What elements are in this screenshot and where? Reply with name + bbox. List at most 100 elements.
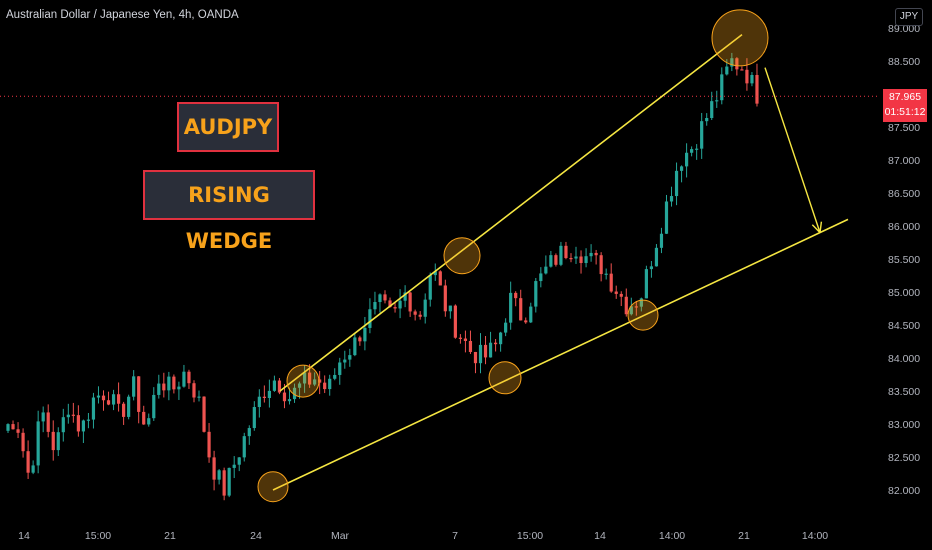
candle: [393, 302, 397, 313]
candle: [142, 405, 146, 425]
candle: [272, 375, 277, 392]
candle: [222, 467, 226, 501]
candle: [242, 432, 246, 462]
candle: [493, 339, 498, 352]
highlight-circle: [257, 471, 289, 503]
candle: [674, 162, 679, 206]
candle: [157, 374, 161, 399]
candle: [31, 460, 35, 475]
candle: [363, 316, 367, 351]
candle: [338, 357, 342, 385]
candle: [252, 401, 256, 431]
candle: [6, 423, 10, 434]
candle: [428, 272, 432, 307]
candle: [187, 369, 191, 389]
candle: [453, 304, 457, 339]
highlight-circle: [711, 9, 769, 67]
candle: [735, 57, 739, 76]
price-tick-label: 83.500: [888, 386, 920, 398]
price-tick-label: 88.500: [888, 56, 920, 68]
candle: [750, 72, 754, 87]
candle: [705, 113, 709, 126]
candle: [167, 371, 171, 401]
candle: [700, 112, 704, 159]
candle: [323, 375, 327, 394]
candle: [448, 305, 452, 319]
candle: [539, 267, 543, 288]
time-axis[interactable]: 14 15:00 21 24 Mar 7 15:00 14 14:00 21 14:00: [18, 530, 828, 542]
candle: [589, 244, 593, 262]
candle: [76, 405, 80, 437]
candle: [629, 297, 633, 316]
candle: [413, 309, 417, 321]
candle: [685, 143, 689, 178]
candle: [318, 370, 322, 395]
candle: [192, 380, 196, 403]
candle: [730, 52, 734, 72]
candle: [514, 291, 518, 307]
time-tick-label: 15:00: [85, 530, 111, 542]
candle: [147, 413, 151, 427]
time-tick-label: 21: [164, 530, 176, 542]
candle: [116, 382, 121, 412]
symbol-label: AUDJPY: [177, 102, 279, 152]
candle: [745, 58, 749, 91]
candle: [554, 253, 558, 267]
candle: [715, 90, 719, 108]
candle: [463, 330, 468, 353]
candle: [217, 469, 221, 485]
candle: [122, 401, 126, 425]
candle: [348, 348, 352, 367]
candle: [297, 381, 302, 399]
candle: [237, 457, 241, 472]
candle: [358, 335, 362, 346]
candle: [669, 186, 674, 207]
time-tick-label: 14:00: [802, 530, 828, 542]
candle: [609, 263, 613, 293]
candle: [695, 144, 699, 160]
candle: [383, 290, 387, 304]
candle: [212, 450, 216, 491]
price-tick-label: 82.500: [888, 452, 920, 464]
time-tick-label: 21: [738, 530, 750, 542]
time-tick-label: 14: [594, 530, 606, 542]
candle: [197, 390, 201, 402]
candle: [549, 250, 553, 268]
candle: [132, 370, 136, 401]
currency-unit-badge[interactable]: JPY: [895, 8, 923, 26]
candle: [11, 420, 15, 430]
candle: [488, 331, 493, 358]
highlight-circle: [443, 237, 481, 275]
candle: [659, 227, 664, 254]
candle: [81, 419, 85, 443]
time-tick-label: 14:00: [659, 530, 685, 542]
candle: [634, 300, 638, 316]
time-tick-label: 15:00: [517, 530, 543, 542]
candle: [66, 403, 70, 424]
time-tick-label: 14: [18, 530, 30, 542]
highlight-circle: [286, 364, 320, 398]
candle: [36, 410, 40, 474]
candle: [458, 334, 462, 344]
candle: [46, 404, 50, 438]
candle: [96, 386, 101, 404]
price-axis[interactable]: 82.000 82.500 83.000 83.500 84.000 84.500 85.0…: [888, 23, 920, 497]
candle: [468, 330, 473, 354]
candle: [227, 467, 231, 498]
candle: [137, 376, 141, 424]
candle: [644, 265, 648, 299]
candle: [654, 244, 659, 267]
candle: [41, 406, 45, 433]
chart-title: Australian Dollar / Japanese Yen, 4h, OA…: [6, 9, 239, 21]
touch-point-highlights: [257, 9, 769, 503]
candle: [619, 291, 623, 307]
highlight-circle: [488, 361, 522, 395]
candle: [614, 285, 618, 299]
candle: [499, 331, 503, 352]
candle: [91, 392, 96, 429]
upper-trendline: [279, 33, 743, 392]
time-tick-label: Mar: [331, 530, 350, 542]
candle: [504, 318, 508, 337]
candle: [725, 59, 729, 76]
